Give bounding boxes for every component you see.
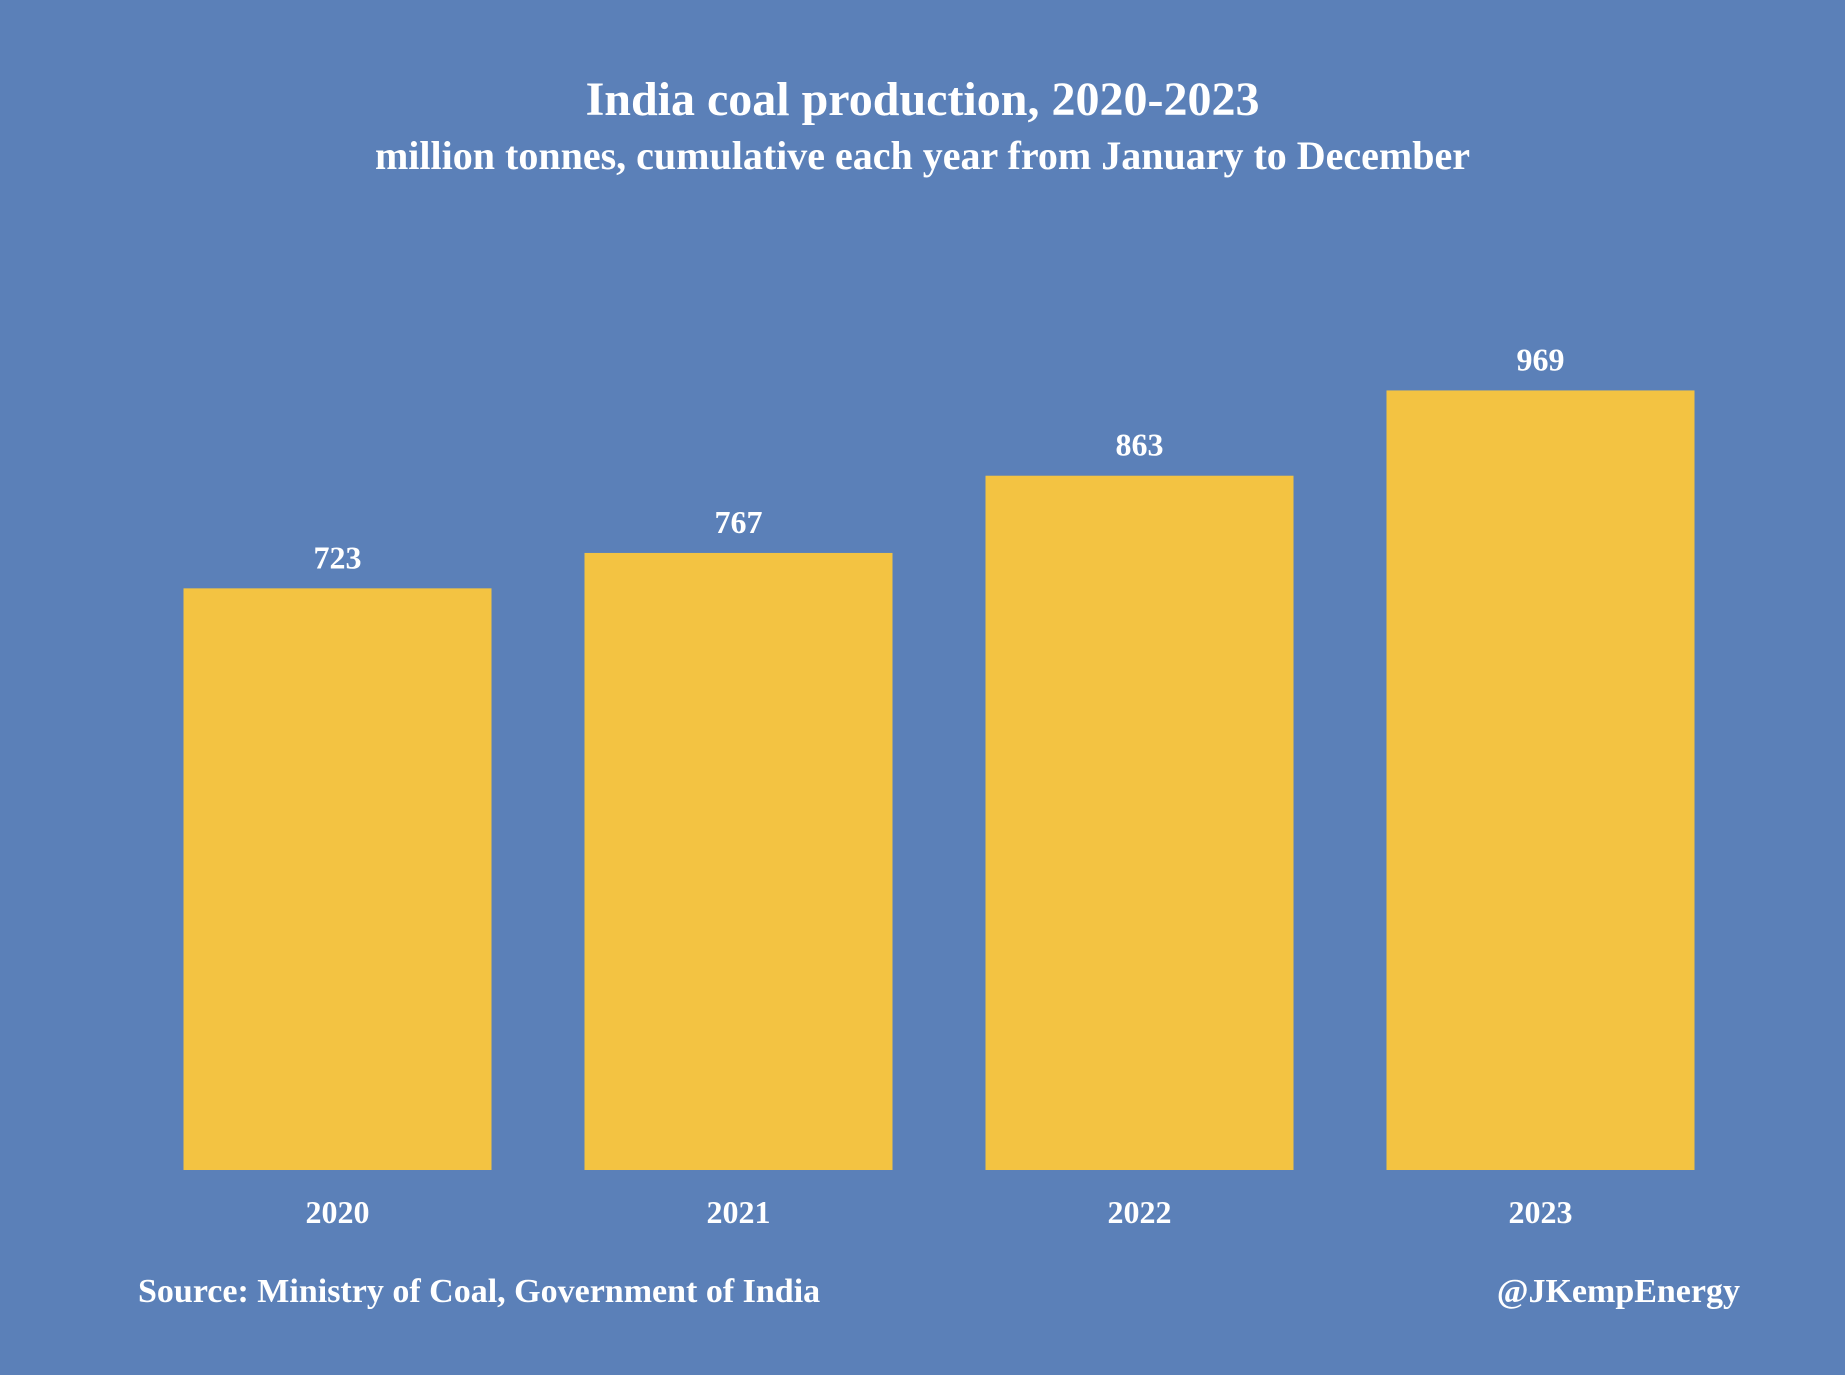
value-label-2022: 863 [1116, 427, 1164, 463]
source-note: Source: Ministry of Coal, Government of … [138, 1273, 821, 1310]
bar-2020 [183, 588, 492, 1170]
value-labels-group: 723 767 863 969 [314, 341, 1565, 575]
value-label-2023: 969 [1517, 341, 1565, 377]
x-tick-label-2022: 2022 [1108, 1194, 1172, 1230]
credit-note: @JKempEnergy [1496, 1273, 1740, 1310]
chart-title: India coal production, 2020-2023 [585, 73, 1260, 126]
x-tick-label-2023: 2023 [1509, 1194, 1573, 1230]
bar-2023 [1386, 390, 1695, 1170]
bar-2022 [985, 475, 1294, 1170]
x-tick-label-2020: 2020 [306, 1194, 370, 1230]
bars-group [183, 390, 1695, 1170]
value-label-2021: 767 [715, 504, 763, 540]
x-tick-label-2021: 2021 [707, 1194, 771, 1230]
bar-2021 [584, 552, 893, 1170]
value-label-2020: 723 [314, 539, 362, 575]
x-axis-ticks: 2020 2021 2022 2023 [306, 1194, 1573, 1230]
chart-subtitle: million tonnes, cumulative each year fro… [374, 133, 1471, 178]
